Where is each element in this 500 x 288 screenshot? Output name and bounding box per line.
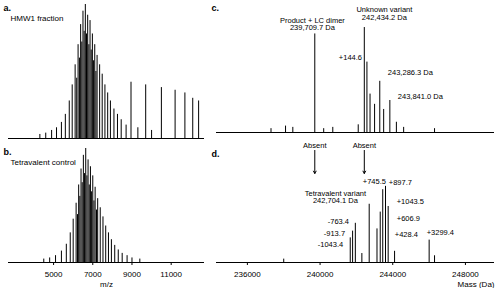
- svg-text:Absent: Absent: [353, 141, 377, 150]
- svg-text:+144.6: +144.6: [339, 53, 362, 62]
- svg-text:+3299.4: +3299.4: [427, 228, 454, 237]
- svg-text:c.: c.: [212, 3, 220, 13]
- svg-text:-763.4: -763.4: [328, 217, 349, 226]
- svg-text:b.: b.: [4, 147, 12, 157]
- svg-text:244000: 244000: [379, 270, 406, 279]
- svg-text:m/z: m/z: [100, 280, 113, 288]
- svg-text:+745.5: +745.5: [363, 177, 386, 186]
- svg-text:Absent: Absent: [303, 141, 327, 150]
- svg-text:243,286.3 Da: 243,286.3 Da: [388, 68, 434, 77]
- svg-text:236000: 236000: [234, 270, 261, 279]
- svg-text:-1043.4: -1043.4: [318, 240, 343, 249]
- svg-text:248000: 248000: [452, 270, 479, 279]
- svg-text:+428.4: +428.4: [395, 230, 418, 239]
- svg-text:Tetravalent variant242,704.1 D: Tetravalent variant242,704.1 Da: [305, 189, 367, 206]
- svg-text:Product + LC dimer239,709.7 Da: Product + LC dimer239,709.7 Da: [280, 16, 345, 32]
- svg-text:Unknown variant242,434.2 Da: Unknown variant242,434.2 Da: [356, 5, 413, 22]
- svg-text:240000: 240000: [307, 270, 334, 279]
- svg-text:d.: d.: [212, 149, 220, 159]
- svg-text:243,841.0 Da: 243,841.0 Da: [398, 92, 444, 101]
- svg-text:+606.9: +606.9: [397, 214, 420, 223]
- svg-text:+897.7: +897.7: [389, 178, 412, 187]
- svg-text:7000: 7000: [84, 270, 102, 279]
- svg-text:11000: 11000: [160, 270, 182, 279]
- svg-text:9000: 9000: [123, 270, 141, 279]
- svg-text:-913.7: -913.7: [324, 229, 345, 238]
- svg-text:a.: a.: [4, 3, 12, 13]
- svg-text:Mass (Da): Mass (Da): [458, 280, 495, 288]
- svg-text:+1043.5: +1043.5: [397, 197, 424, 206]
- svg-text:5000: 5000: [45, 270, 63, 279]
- svg-text:Tetravalent control: Tetravalent control: [11, 158, 77, 167]
- svg-text:HMW1 fraction: HMW1 fraction: [11, 14, 64, 23]
